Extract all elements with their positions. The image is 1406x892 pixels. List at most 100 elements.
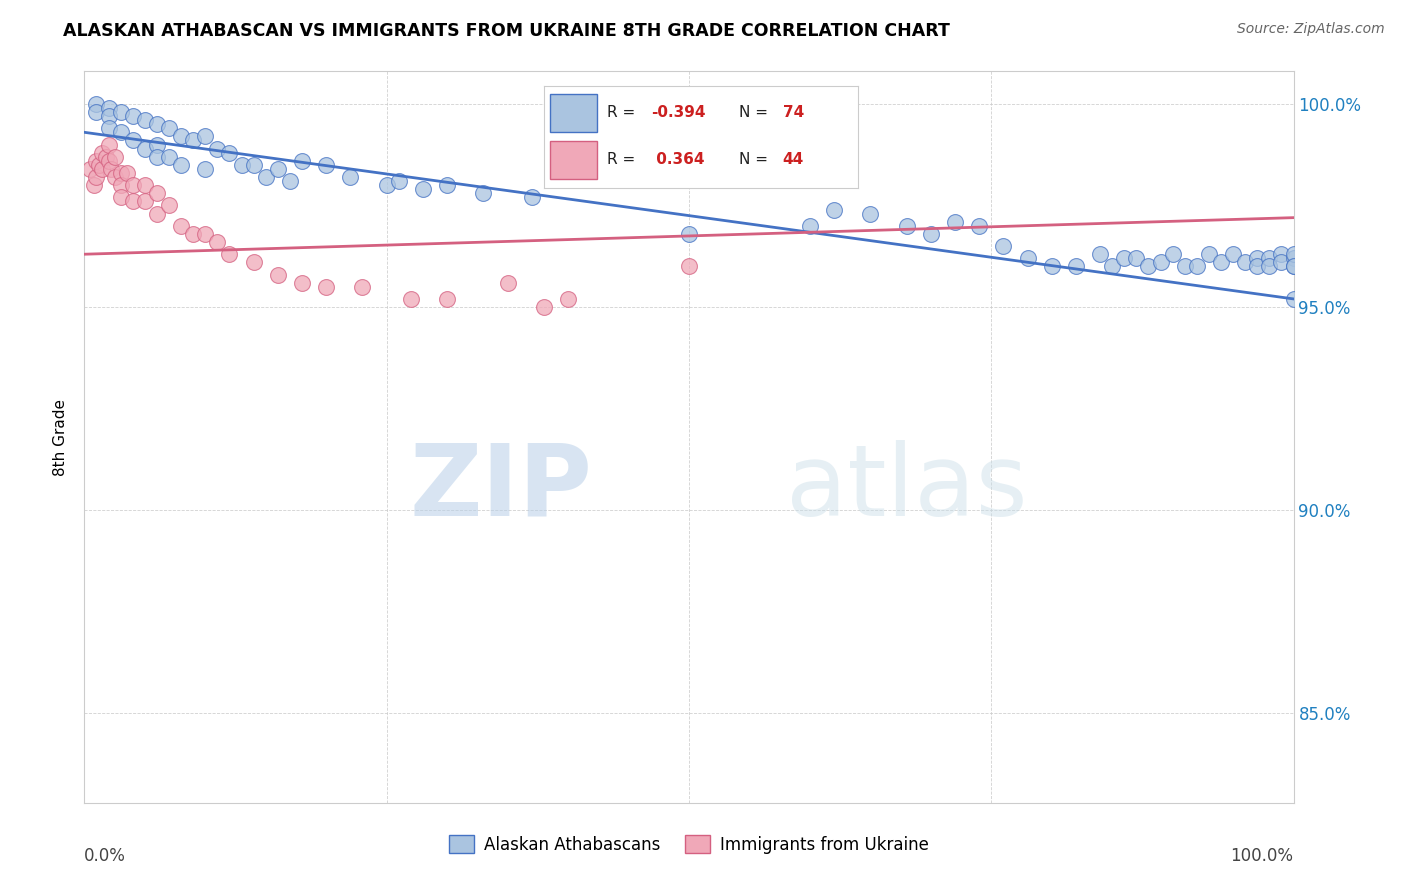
Point [242, 158, 264, 172]
Point [315, 279, 337, 293]
Point [121, 194, 143, 209]
Point [1149, 255, 1171, 269]
Point [134, 142, 156, 156]
Point [194, 227, 217, 241]
Point [315, 158, 337, 172]
Point [242, 255, 264, 269]
Point [339, 169, 361, 184]
Point [170, 129, 193, 144]
Point [1185, 260, 1208, 274]
Point [1270, 247, 1292, 261]
Legend: Alaskan Athabascans, Immigrants from Ukraine: Alaskan Athabascans, Immigrants from Ukr… [441, 829, 936, 860]
Point [352, 279, 374, 293]
Point [267, 161, 290, 176]
Point [194, 161, 217, 176]
Point [110, 190, 132, 204]
Point [967, 219, 990, 233]
Point [1017, 252, 1039, 266]
Point [194, 129, 217, 144]
Text: 0.0%: 0.0% [84, 847, 127, 864]
Point [97, 153, 120, 168]
Point [97, 101, 120, 115]
Point [110, 105, 132, 120]
Point [181, 133, 204, 147]
Point [291, 276, 314, 290]
Point [1101, 260, 1123, 274]
Point [157, 121, 180, 136]
Text: Source: ZipAtlas.com: Source: ZipAtlas.com [1237, 22, 1385, 37]
Point [520, 190, 543, 204]
Point [91, 145, 114, 160]
Point [1282, 292, 1305, 306]
Point [94, 150, 117, 164]
Point [146, 117, 169, 131]
Point [1282, 260, 1305, 274]
Point [1282, 260, 1305, 274]
Point [1234, 255, 1257, 269]
Text: ALASKAN ATHABASCAN VS IMMIGRANTS FROM UKRAINE 8TH GRADE CORRELATION CHART: ALASKAN ATHABASCAN VS IMMIGRANTS FROM UK… [63, 22, 950, 40]
Point [170, 158, 193, 172]
Point [97, 109, 120, 123]
Point [146, 206, 169, 220]
Point [1137, 260, 1160, 274]
Point [823, 202, 845, 217]
Point [1064, 260, 1087, 274]
Point [146, 186, 169, 201]
Point [399, 292, 422, 306]
Point [87, 158, 110, 172]
Point [678, 260, 700, 274]
Point [1246, 260, 1268, 274]
Point [83, 178, 105, 193]
Point [1258, 260, 1281, 274]
Point [157, 198, 180, 212]
Point [86, 153, 108, 168]
Point [86, 105, 108, 120]
Point [859, 206, 882, 220]
Point [1270, 255, 1292, 269]
Point [91, 161, 114, 176]
Point [231, 158, 253, 172]
Point [1161, 247, 1184, 261]
Point [943, 215, 966, 229]
Point [104, 169, 127, 184]
Point [278, 174, 301, 188]
Point [97, 121, 120, 136]
Point [1209, 255, 1232, 269]
Point [218, 145, 240, 160]
Point [121, 133, 143, 147]
Point [110, 178, 132, 193]
Point [1174, 260, 1197, 274]
Point [896, 219, 918, 233]
Point [146, 150, 169, 164]
Point [993, 239, 1015, 253]
Point [110, 166, 132, 180]
Point [1246, 252, 1268, 266]
Point [291, 153, 314, 168]
Point [170, 219, 193, 233]
Point [134, 113, 156, 128]
Point [920, 227, 942, 241]
Point [100, 161, 122, 176]
Point [254, 169, 277, 184]
Point [218, 247, 240, 261]
Point [207, 235, 229, 249]
Text: 100.0%: 100.0% [1230, 847, 1294, 864]
Point [134, 194, 156, 209]
Point [157, 150, 180, 164]
Point [1282, 252, 1305, 266]
Point [1198, 247, 1220, 261]
Point [104, 150, 127, 164]
Point [412, 182, 434, 196]
Point [557, 292, 579, 306]
Y-axis label: 8th Grade: 8th Grade [53, 399, 69, 475]
Point [533, 300, 555, 314]
Point [146, 137, 169, 152]
Point [121, 178, 143, 193]
Text: ZIP: ZIP [409, 440, 592, 537]
Point [678, 227, 700, 241]
Point [181, 227, 204, 241]
Point [115, 166, 138, 180]
Point [207, 142, 229, 156]
Point [134, 178, 156, 193]
Point [1125, 252, 1147, 266]
